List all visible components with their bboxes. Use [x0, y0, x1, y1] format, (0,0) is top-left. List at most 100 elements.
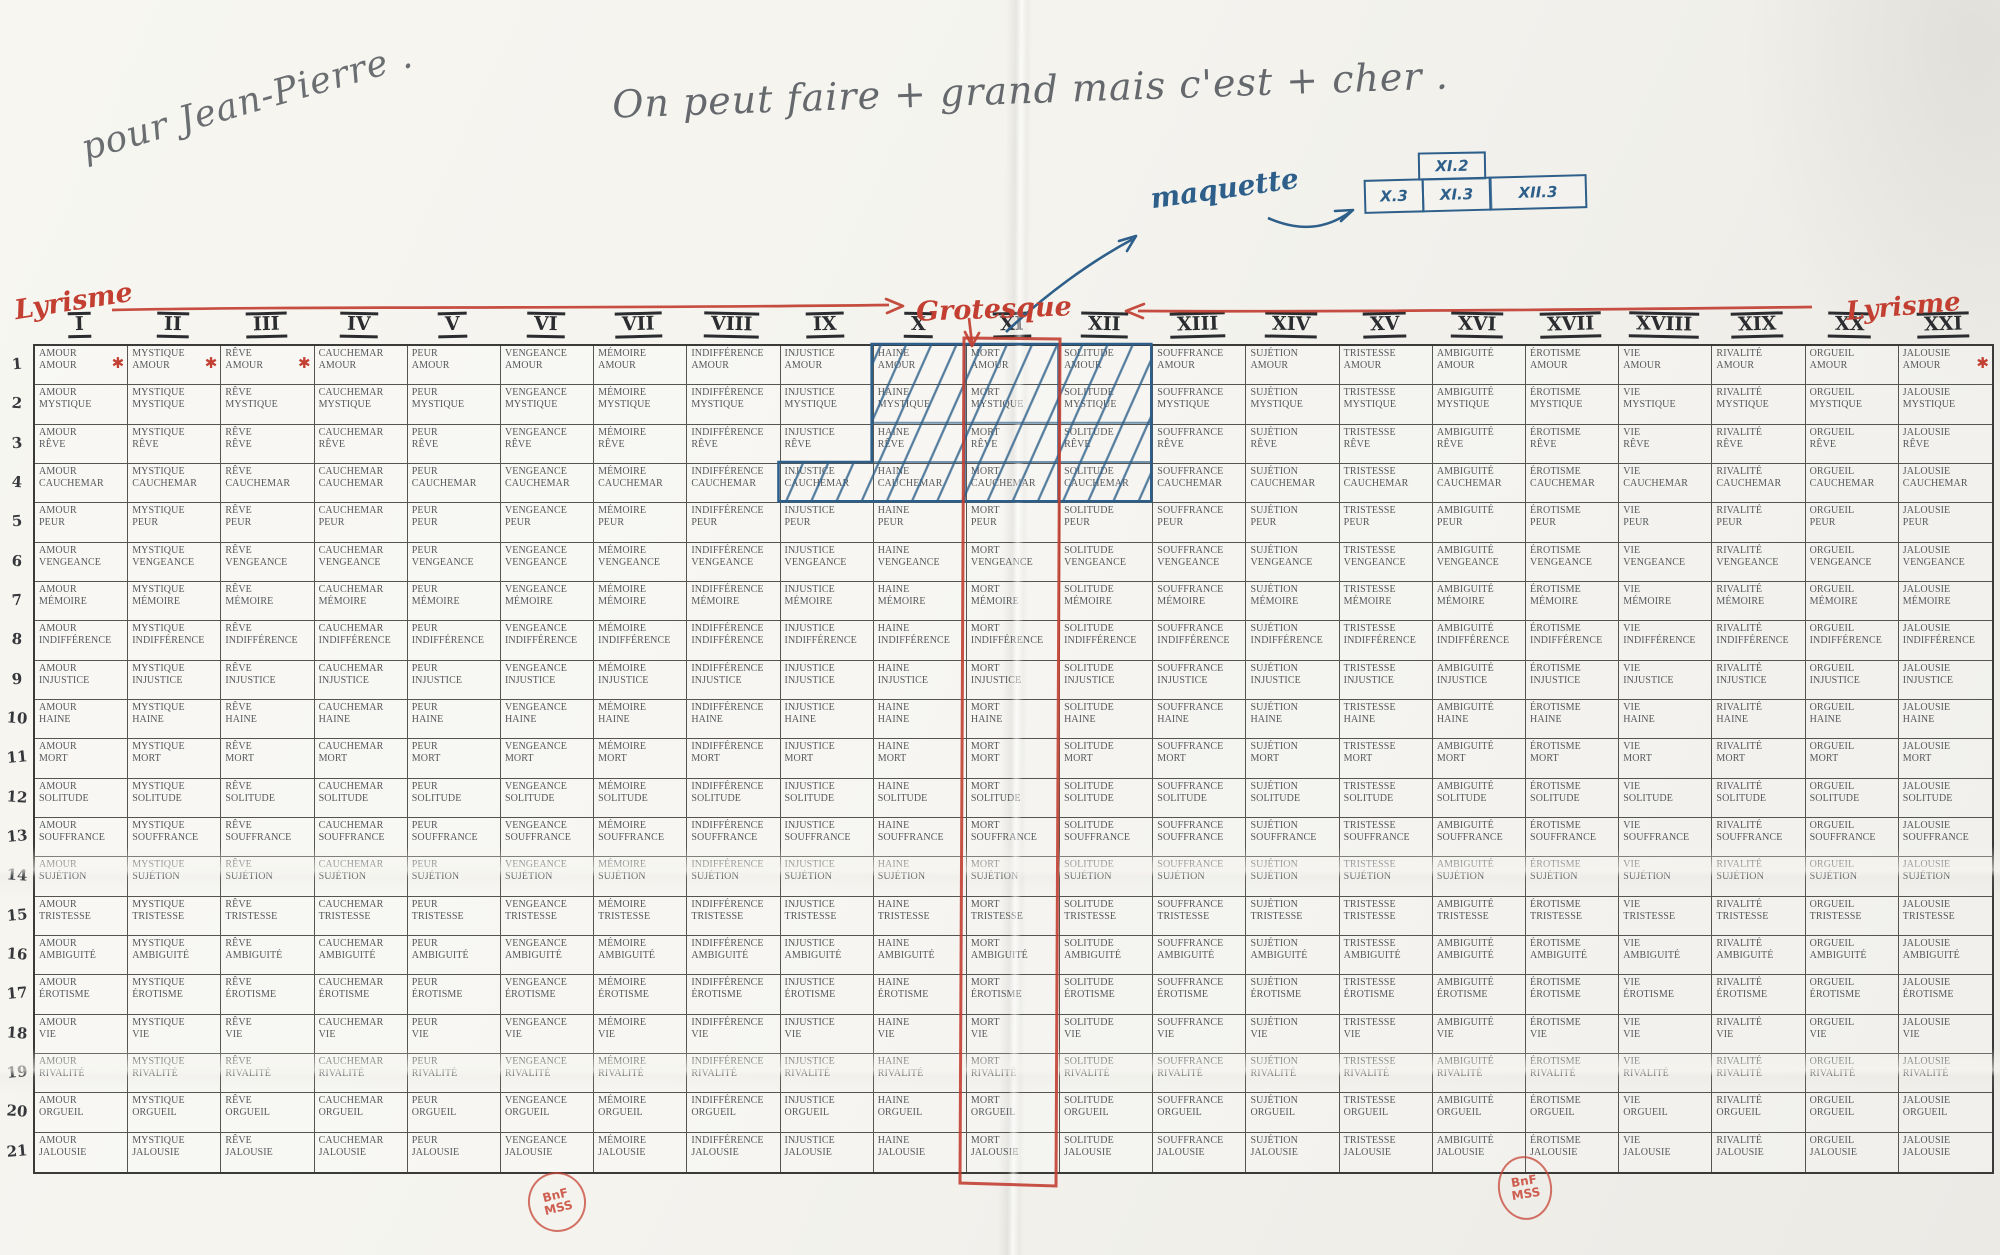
- cell-row-word: VIE: [1902, 1028, 1920, 1040]
- cell-column-word: JALOUSIE: [1902, 741, 1951, 753]
- matrix-cell: SOLITUDE MÉMOIRE: [1060, 581, 1154, 622]
- cell-row-word: VIE: [1250, 1028, 1268, 1040]
- cell-column-word: JALOUSIE: [1902, 426, 1951, 438]
- cell-column-word: VENGEANCE: [504, 780, 567, 792]
- matrix-cell: SOLITUDE INDIFFÉRENCE: [1060, 621, 1154, 661]
- matrix-cell: SUJÉTION CAUCHEMAR: [1246, 463, 1340, 504]
- cell-row-word: CAUCHEMAR: [1623, 477, 1689, 489]
- matrix-cell: INJUSTICE ÉROTISME: [780, 975, 874, 1015]
- cell-column-word: HAINE: [877, 937, 910, 949]
- cell-row-word: PEUR: [877, 517, 904, 529]
- cell-row-word: ORGUEIL: [1809, 1107, 1855, 1119]
- cell-row-word: MORT: [784, 753, 814, 765]
- cell-row-word: RIVALITÉ: [1809, 1067, 1856, 1079]
- matrix-cell: SUJÉTION TRISTESSE: [1246, 896, 1340, 936]
- column-roman-numeral: VI: [526, 311, 565, 339]
- cell-column-word: SOLITUDE: [1064, 1095, 1114, 1107]
- cell-column-word: SUJÉTION: [1250, 348, 1298, 359]
- cell-row-word: HAINE: [225, 713, 257, 725]
- matrix-cell: HAINE HAINE: [873, 699, 967, 740]
- cell-column-word: ORGUEIL: [1809, 387, 1855, 399]
- matrix-cell: VENGEANCE VIE: [500, 1014, 595, 1054]
- cell-column-word: AMOUR: [39, 1095, 77, 1107]
- cell-row-word: MÉMOIRE: [39, 595, 87, 607]
- cell-column-word: SUJÉTION: [1250, 898, 1298, 910]
- cell-row-word: MÉMOIRE: [132, 595, 181, 607]
- cell-row-word: RIVALITÉ: [1902, 1067, 1949, 1079]
- cell-column-word: PEUR: [411, 426, 438, 438]
- cell-row-word: JALOUSIE: [598, 1146, 646, 1158]
- cell-column-word: SUJÉTION: [1250, 662, 1298, 674]
- cell-row-word: ORGUEIL: [504, 1107, 550, 1119]
- cell-column-word: VENGEANCE: [504, 583, 567, 595]
- cell-column-word: JALOUSIE: [1902, 1134, 1951, 1146]
- cell-column-word: SOUFFRANCE: [1157, 1134, 1224, 1146]
- matrix-cell: AMBIGUITÉ JALOUSIE: [1433, 1132, 1527, 1172]
- matrix-cell: ÉROTISME MORT: [1526, 739, 1620, 779]
- cell-row-word: MÉMOIRE: [411, 595, 460, 607]
- cell-row-word: INJUSTICE: [39, 674, 90, 686]
- cell-row-word: CAUCHEMAR: [1343, 477, 1409, 489]
- cell-column-word: PEUR: [411, 583, 438, 595]
- cell-row-word: AMBIGUITÉ: [877, 949, 935, 961]
- cell-row-word: MORT: [1530, 753, 1559, 765]
- cell-column-word: TRISTESSE: [1343, 544, 1396, 556]
- cell-row-word: MYSTIQUE: [1530, 399, 1583, 411]
- cell-column-word: MYSTIQUE: [132, 1016, 185, 1028]
- cell-column-word: PEUR: [411, 1055, 438, 1067]
- matrix-cell: HAINE MORT: [873, 739, 967, 779]
- cell-row-word: SOUFFRANCE: [1623, 831, 1690, 843]
- matrix-cell: SOUFFRANCE PEUR: [1153, 503, 1247, 543]
- matrix-cell: RÊVE SOUFFRANCE: [221, 817, 315, 858]
- matrix-cell: RÊVE CAUCHEMAR: [221, 463, 315, 504]
- cell-column-word: SOUFFRANCE: [1157, 505, 1224, 517]
- matrix-cell: TRISTESSE SUJÉTION: [1339, 857, 1433, 897]
- cell-row-word: JALOUSIE: [132, 1146, 180, 1158]
- matrix-cell: INJUSTICE VIE: [780, 1014, 874, 1054]
- cell-column-word: AMOUR: [39, 387, 77, 399]
- cell-column-word: SOLITUDE: [1064, 583, 1114, 595]
- cell-column-word: JALOUSIE: [1902, 780, 1951, 792]
- cell-column-word: AMBIGUITÉ: [1436, 623, 1494, 635]
- cell-row-word: VENGEANCE: [1530, 556, 1593, 568]
- cell-column-word: MÉMOIRE: [598, 1055, 647, 1067]
- matrix-cell: SUJÉTION SOUFFRANCE: [1246, 817, 1340, 858]
- matrix-cell: AMBIGUITÉ RÊVE: [1432, 424, 1527, 464]
- column-roman-numeral: VII: [615, 311, 663, 339]
- matrix-cell: INDIFFÉRENCE MORT: [687, 739, 781, 779]
- cell-column-word: MYSTIQUE: [132, 348, 185, 359]
- cell-column-word: MORT: [970, 1055, 1000, 1067]
- cell-row-word: RÊVE: [1623, 438, 1650, 450]
- cell-column-word: VENGEANCE: [504, 741, 567, 753]
- cell-column-word: RÊVE: [225, 701, 252, 713]
- roman-header-cell: XIII: [1151, 308, 1244, 342]
- matrix-cell: MÉMOIRE TRISTESSE: [594, 896, 688, 936]
- cell-column-word: MYSTIQUE: [132, 426, 185, 438]
- roman-header-cell: XII: [1058, 308, 1151, 342]
- cell-row-word: MÉMOIRE: [691, 595, 740, 607]
- matrix-cell: MYSTIQUE AMOUR ✱: [128, 346, 222, 386]
- matrix-cell: INDIFFÉRENCE JALOUSIE: [687, 1132, 781, 1172]
- cell-column-word: PEUR: [411, 348, 438, 359]
- cell-row-word: INJUSTICE: [318, 674, 369, 686]
- cell-row-word: ORGUEIL: [598, 1107, 643, 1119]
- cell-column-word: MORT: [970, 583, 1000, 595]
- column-roman-numeral: III: [245, 311, 287, 339]
- matrix-cell: TRISTESSE VIE: [1339, 1014, 1433, 1054]
- cell-column-word: SUJÉTION: [1250, 741, 1298, 753]
- cell-row-word: ÉROTISME: [1343, 989, 1395, 1001]
- cell-column-word: SUJÉTION: [1250, 544, 1298, 556]
- cell-column-word: ÉROTISME: [1530, 544, 1581, 556]
- matrix-cell: INDIFFÉRENCE PEUR: [687, 503, 781, 543]
- matrix-cell: CAUCHEMAR VIE: [314, 1014, 408, 1054]
- matrix-cell: INDIFFÉRENCE SUJÉTION: [687, 857, 781, 897]
- cell-row-word: SUJÉTION: [504, 871, 553, 883]
- cell-row-word: CAUCHEMAR: [1157, 477, 1223, 489]
- cell-row-word: JALOUSIE: [970, 1146, 1019, 1158]
- cell-row-word: INDIFFÉRENCE: [39, 635, 112, 647]
- cell-column-word: HAINE: [877, 701, 910, 713]
- matrix-cell: MORT MÉMOIRE: [966, 581, 1061, 622]
- matrix-cell: MORT ÉROTISME: [966, 975, 1061, 1015]
- cell-column-word: ÉROTISME: [1530, 1134, 1581, 1146]
- row-number: 7: [11, 590, 23, 610]
